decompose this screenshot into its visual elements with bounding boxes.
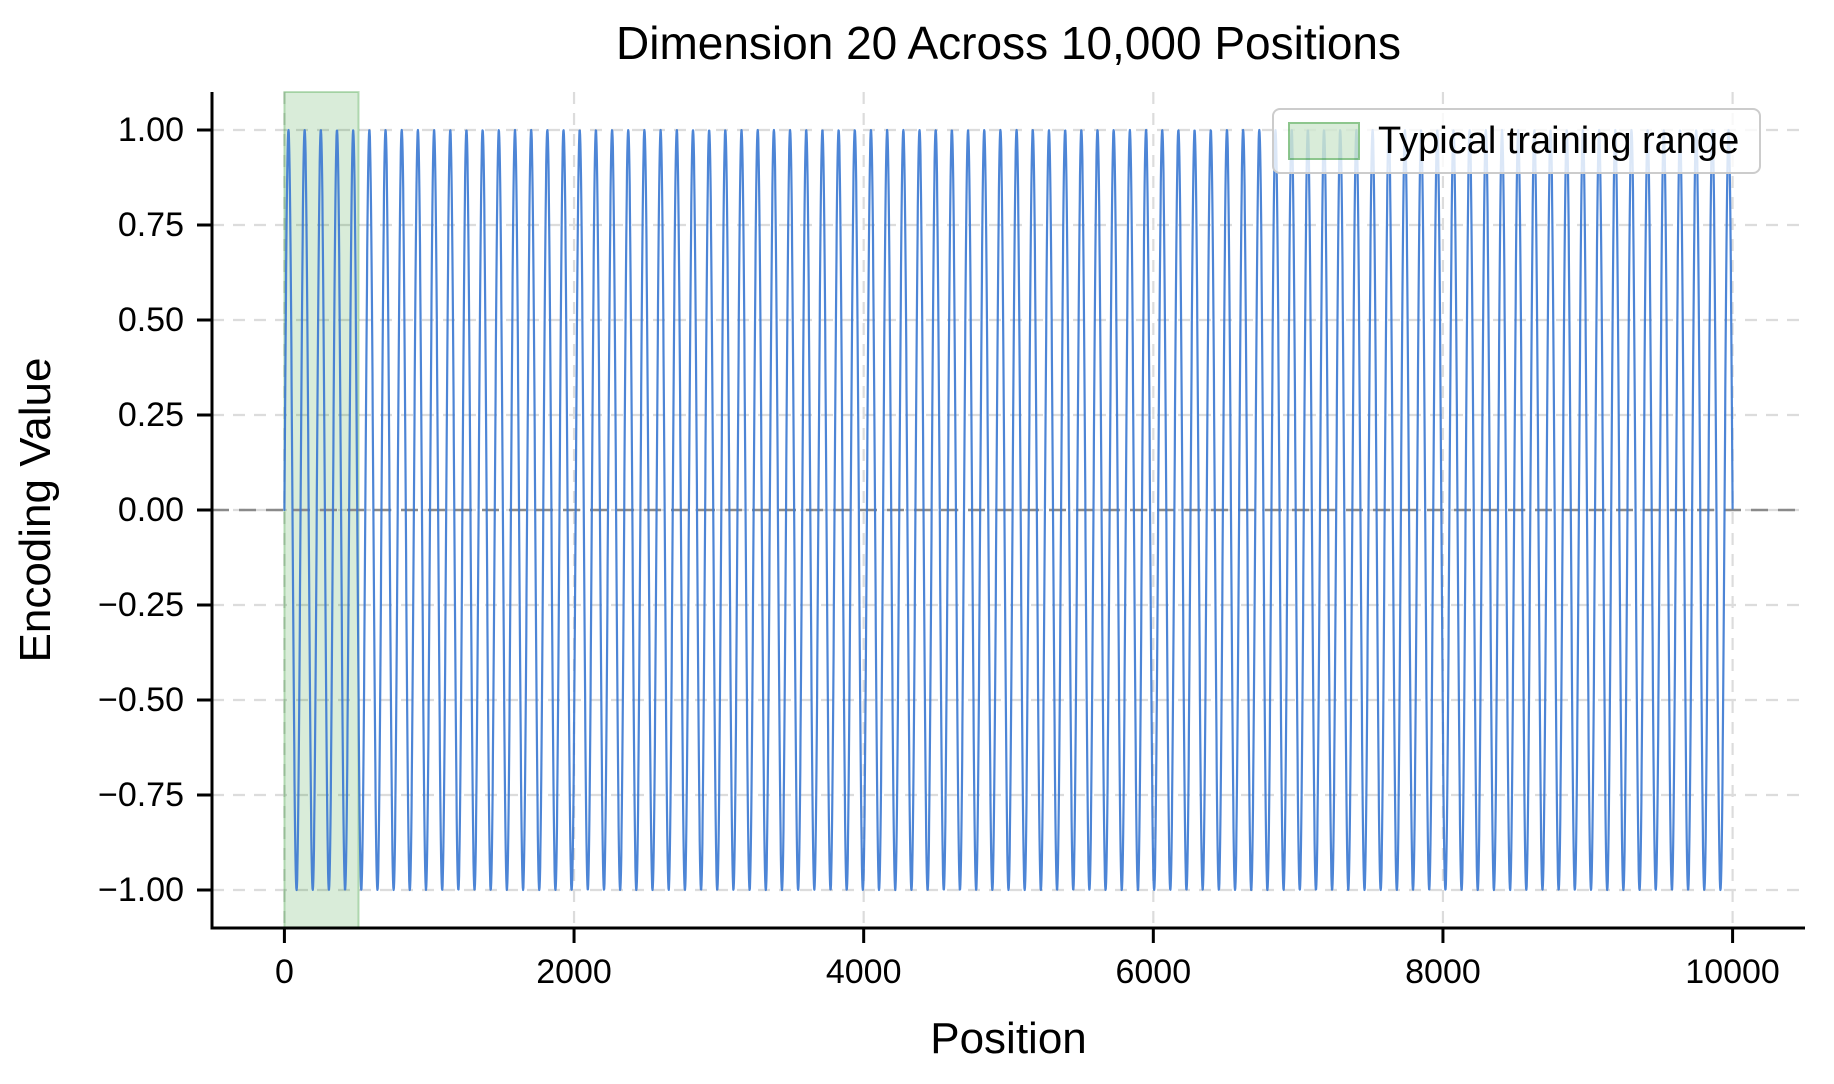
x-tick-label: 2000 <box>536 953 612 991</box>
legend: Typical training range <box>1272 108 1762 174</box>
y-tick-label: −0.75 <box>97 776 184 814</box>
y-tick-label: 0.00 <box>117 491 184 529</box>
y-tick-label: 0.50 <box>117 301 184 339</box>
axes-spines <box>210 92 1805 930</box>
y-tick-label: −0.25 <box>97 586 184 624</box>
x-tick-label: 6000 <box>1115 953 1192 991</box>
y-tick-label: −0.50 <box>97 681 184 719</box>
chart-title: Dimension 20 Across 10,000 Positions <box>616 17 1401 69</box>
y-tick-label: 0.75 <box>117 206 184 244</box>
training-range-swatch <box>1288 122 1360 160</box>
encoding-value-line <box>283 128 1734 892</box>
y-tick-label: 1.00 <box>117 111 184 149</box>
x-tick-label: 8000 <box>1405 953 1481 991</box>
y-tick-label: 0.25 <box>117 396 184 434</box>
x-tick-label: 0 <box>274 953 294 991</box>
x-axis-label: Position <box>930 1014 1087 1063</box>
legend-label: Typical training range <box>1378 119 1740 162</box>
x-tick-label: 4000 <box>825 953 902 991</box>
y-tick-label: −1.00 <box>97 871 184 909</box>
x-tick-label: 10000 <box>1685 953 1780 991</box>
